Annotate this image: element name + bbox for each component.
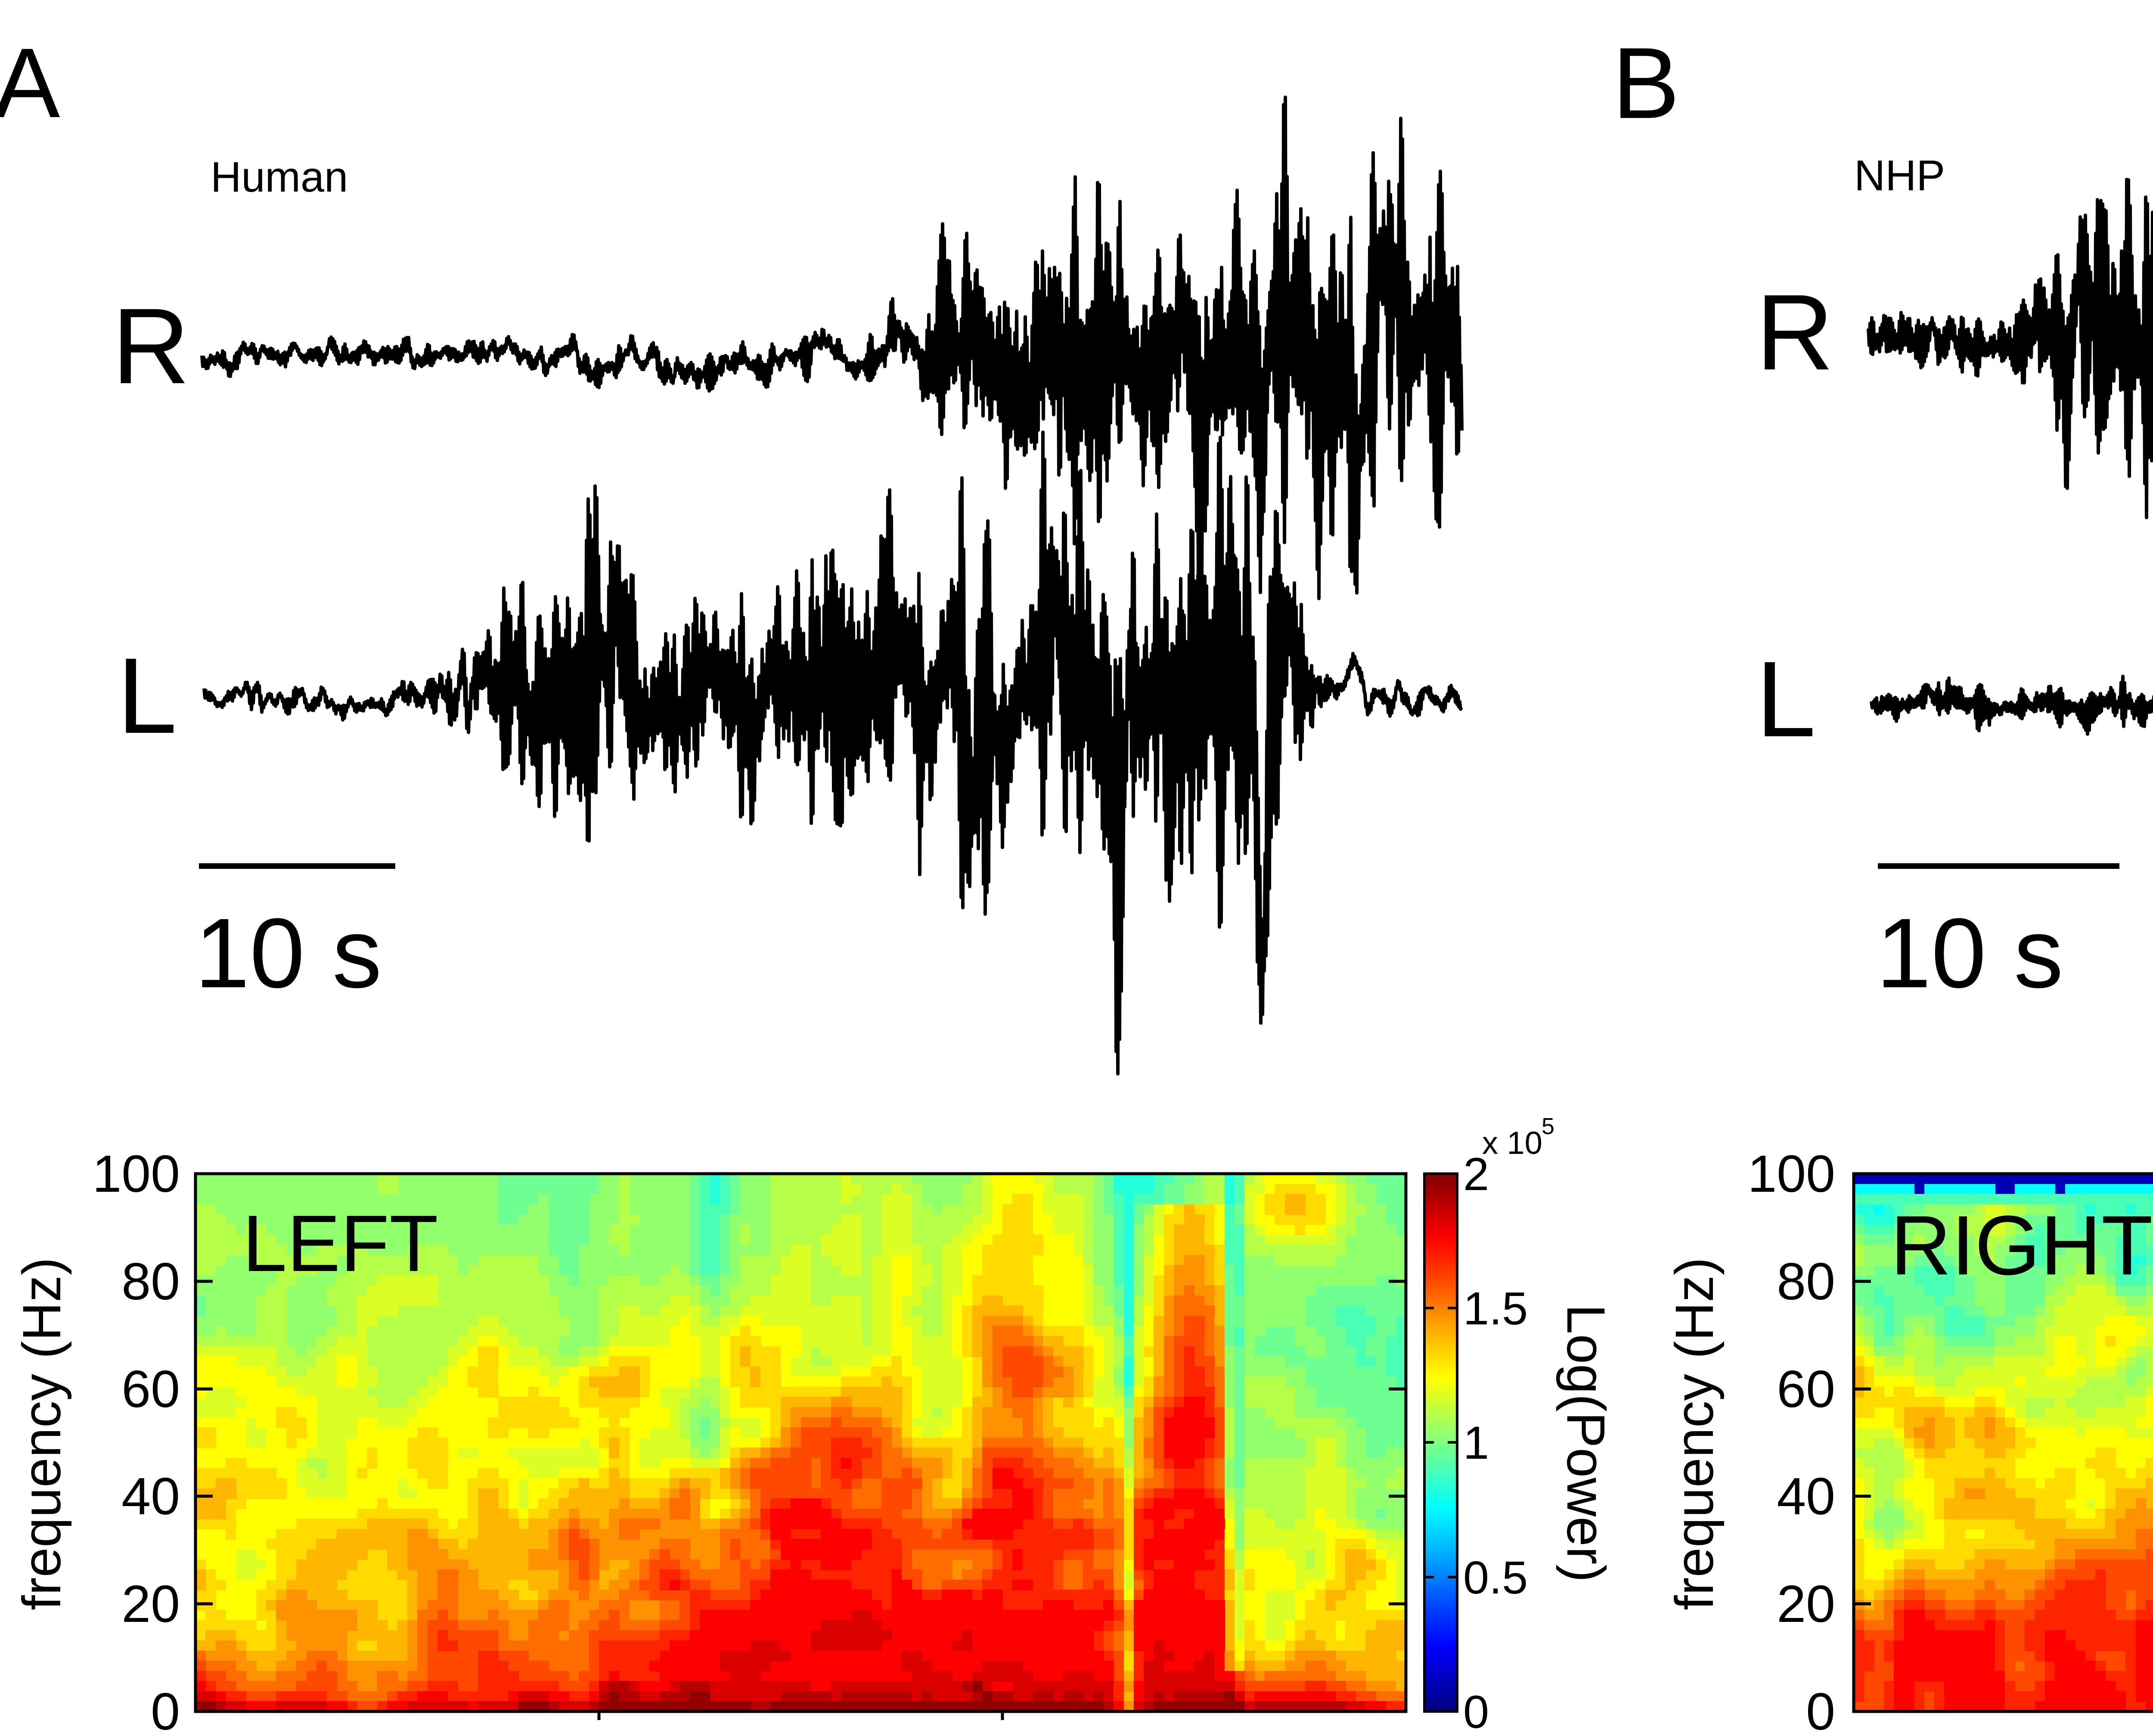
svg-text:B: B [1612, 26, 1680, 140]
svg-text:x 10: x 10 [1482, 1125, 1542, 1161]
svg-text:1: 1 [1463, 1417, 1489, 1469]
svg-text:R: R [112, 286, 190, 406]
svg-text:100: 100 [92, 1144, 180, 1203]
svg-text:20: 20 [121, 1575, 180, 1633]
svg-text:5: 5 [1542, 1113, 1554, 1139]
svg-text:Human: Human [211, 153, 348, 201]
svg-text:1.5: 1.5 [1463, 1282, 1528, 1334]
svg-text:60: 60 [1777, 1360, 1835, 1418]
svg-text:40: 40 [1777, 1467, 1835, 1525]
svg-text:0: 0 [1463, 1686, 1489, 1736]
svg-text:40: 40 [121, 1467, 180, 1525]
svg-text:frequency (Hz): frequency (Hz) [12, 1257, 72, 1610]
svg-text:100: 100 [1747, 1144, 1835, 1203]
svg-text:NHP: NHP [1854, 152, 1945, 200]
svg-text:80: 80 [1777, 1252, 1835, 1311]
svg-text:2: 2 [1463, 1148, 1489, 1200]
svg-text:10 s: 10 s [1876, 898, 2063, 1008]
svg-text:A: A [0, 28, 60, 138]
svg-text:10 s: 10 s [195, 898, 382, 1008]
svg-text:80: 80 [121, 1252, 180, 1311]
svg-text:Log(Power): Log(Power) [1556, 1304, 1616, 1582]
svg-text:LEFT: LEFT [242, 1199, 438, 1288]
svg-text:0: 0 [1806, 1682, 1835, 1736]
svg-text:RIGHT: RIGHT [1890, 1198, 2153, 1293]
svg-text:0.5: 0.5 [1463, 1551, 1528, 1603]
svg-text:0: 0 [151, 1682, 180, 1736]
svg-text:L: L [117, 636, 177, 756]
svg-text:L: L [1756, 639, 1816, 759]
svg-text:60: 60 [121, 1360, 180, 1418]
svg-text:R: R [1756, 272, 1834, 392]
svg-text:20: 20 [1777, 1575, 1835, 1633]
svg-text:frequency (Hz): frequency (Hz) [1665, 1257, 1725, 1610]
